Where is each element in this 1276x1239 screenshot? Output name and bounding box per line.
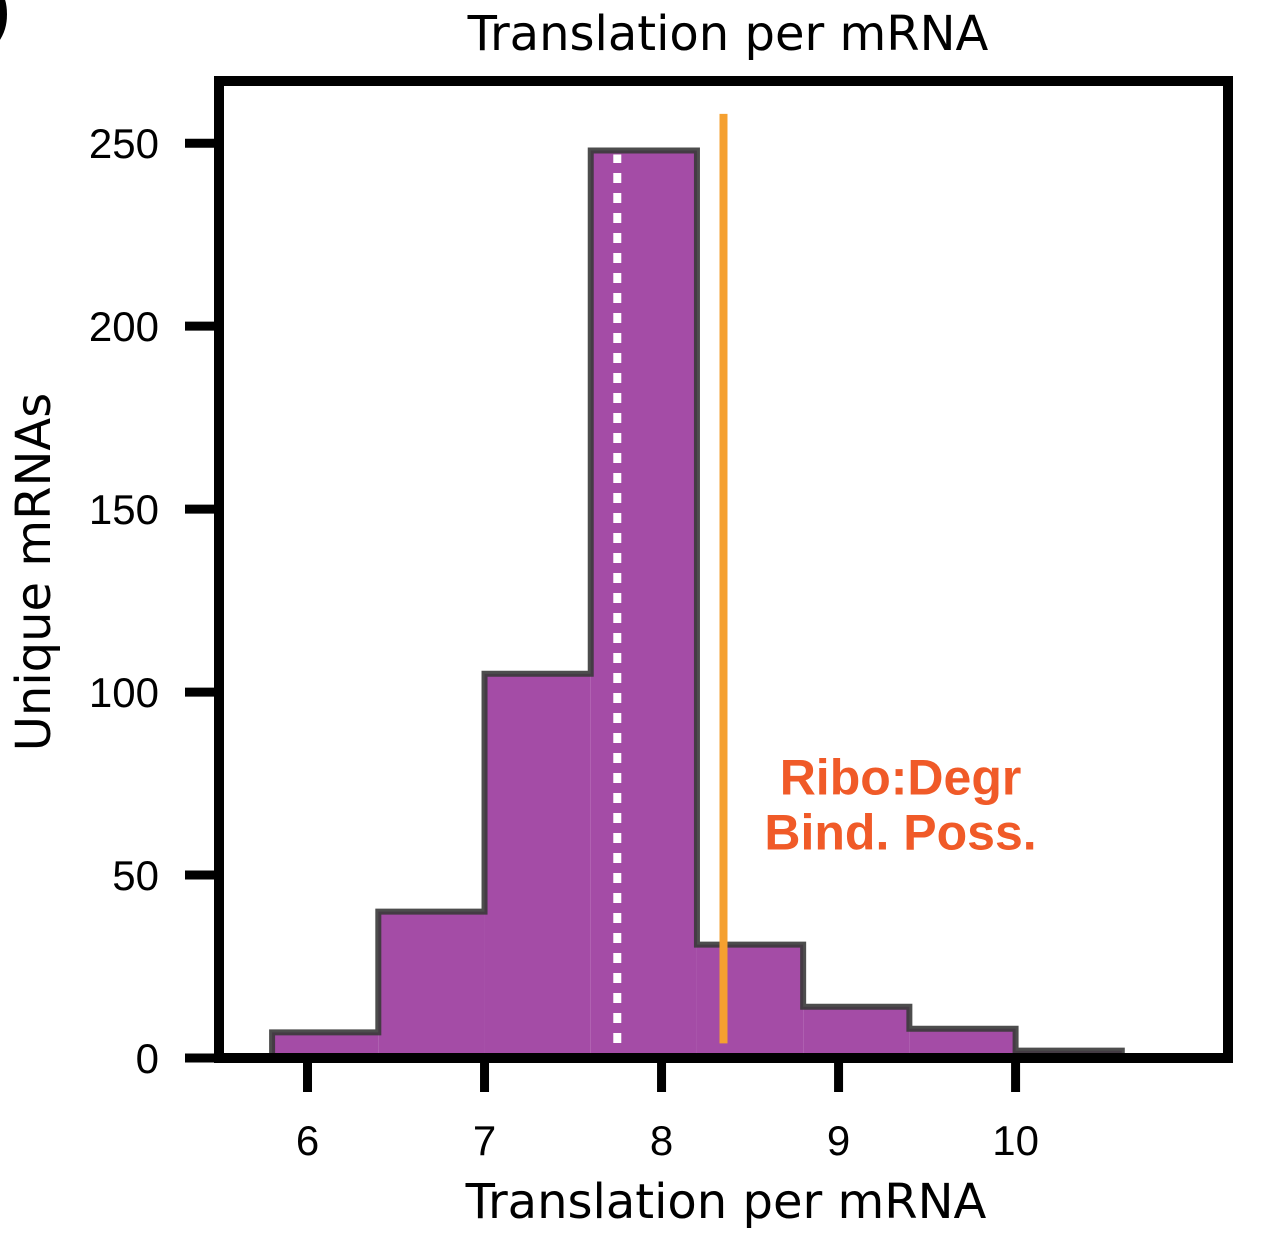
histogram-bar	[378, 911, 485, 1058]
y-axis-ticks: 0 50 100 150 200 250	[89, 120, 219, 1082]
plot-frame	[214, 76, 1233, 1063]
histogram-bar	[803, 1006, 910, 1058]
annotation-line: Bind. Poss.	[764, 804, 1036, 860]
histogram-bars	[269, 147, 1125, 1058]
x-tick-label: 9	[827, 1117, 850, 1164]
x-axis-label: Translation per mRNA	[465, 1174, 987, 1230]
histogram-outline	[269, 147, 1125, 1058]
x-tick-label: 6	[296, 1117, 319, 1164]
histogram-bar	[484, 673, 591, 1058]
chart-title: Translation per mRNA	[467, 6, 989, 62]
histogram-bar	[590, 150, 697, 1058]
y-tick-label: 0	[136, 1035, 159, 1082]
histogram-bar	[696, 944, 804, 1058]
y-axis-label: Unique mRNAs	[6, 393, 62, 751]
x-axis-ticks: 6 7 8 9 10	[296, 1058, 1039, 1164]
y-tick-label: 50	[112, 852, 159, 899]
x-tick-label: 10	[992, 1117, 1039, 1164]
y-tick-label: 150	[89, 486, 159, 533]
panel-label-fragment: )	[0, 0, 10, 43]
x-tick-label: 8	[650, 1117, 673, 1164]
x-tick-label: 7	[473, 1117, 496, 1164]
y-tick-label: 200	[89, 303, 159, 350]
annotation-line: Ribo:Degr	[780, 750, 1022, 806]
y-tick-label: 100	[89, 669, 159, 716]
y-tick-label: 250	[89, 120, 159, 167]
